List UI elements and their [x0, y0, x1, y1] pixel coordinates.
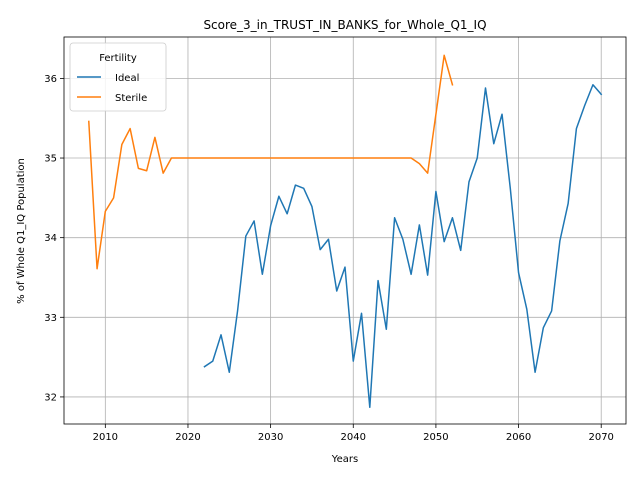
y-axis-title: % of Whole Q1_IQ Population [16, 158, 27, 304]
x-tick-label: 2050 [423, 432, 448, 443]
x-tick-label: 2020 [175, 432, 200, 443]
series-line-ideal [203, 84, 603, 409]
x-tick-label: 2040 [341, 432, 366, 443]
legend-box [69, 42, 167, 112]
y-tick-label: 33 [44, 313, 57, 324]
series-line-sterile [87, 54, 454, 270]
x-axis-title: Years [331, 454, 358, 465]
legend-label-sterile: Sterile [115, 93, 147, 104]
x-tick-label: 2070 [588, 432, 613, 443]
legend: Fertility Ideal Sterile [69, 42, 167, 112]
y-tick-label: 32 [44, 392, 57, 403]
x-tick-label: 2060 [506, 432, 531, 443]
y-tick-label: 34 [44, 233, 57, 244]
chart-title: Score_3_in_TRUST_IN_BANKS_for_Whole_Q1_I… [203, 18, 486, 32]
legend-label-ideal: Ideal [115, 73, 139, 84]
plot-frame [63, 36, 627, 425]
y-tick-label: 35 [44, 154, 57, 165]
y-tick-label: 36 [44, 74, 57, 85]
x-axis: 2010 2020 2030 2040 2050 2060 2070 [93, 424, 614, 443]
y-axis: 32 33 34 35 36 [44, 74, 64, 403]
legend-title: Fertility [99, 53, 137, 64]
x-tick-label: 2010 [93, 432, 118, 443]
x-tick-label: 2030 [258, 432, 283, 443]
series-lines [87, 54, 603, 409]
